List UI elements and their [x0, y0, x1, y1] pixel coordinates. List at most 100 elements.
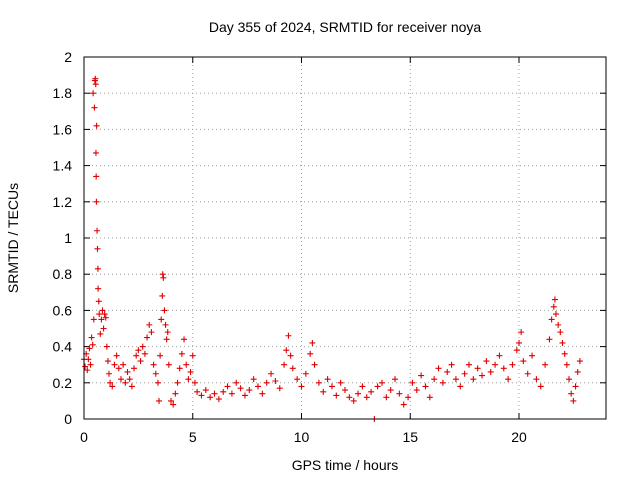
data-point	[93, 173, 100, 180]
data-point	[283, 347, 290, 354]
data-point	[281, 361, 288, 368]
y-axis-label: SRMTID / TECUs	[5, 183, 21, 293]
data-point	[202, 387, 209, 394]
data-point	[139, 343, 146, 350]
data-point	[101, 311, 108, 318]
y-tick-label: 0	[64, 411, 72, 427]
data-point	[95, 298, 102, 305]
data-point	[103, 343, 110, 350]
data-point	[181, 336, 188, 343]
y-tick-label: 1	[64, 230, 72, 246]
data-point	[246, 387, 253, 394]
data-point	[87, 361, 94, 368]
data-point	[542, 361, 549, 368]
data-point	[392, 376, 399, 383]
y-tick-label: 0.4	[53, 339, 73, 355]
y-tick-label: 2	[64, 49, 72, 65]
data-point	[309, 339, 316, 346]
data-point	[159, 292, 166, 299]
data-point	[570, 397, 577, 404]
data-point	[89, 341, 96, 348]
data-point	[158, 316, 165, 323]
data-point	[387, 387, 394, 394]
data-point	[418, 372, 425, 379]
data-point	[363, 394, 370, 401]
data-point	[302, 370, 309, 377]
y-tick-label: 1.6	[53, 121, 73, 137]
data-point	[161, 307, 168, 314]
data-point	[93, 198, 100, 205]
data-point	[378, 379, 385, 386]
data-point	[337, 379, 344, 386]
data-point	[228, 390, 235, 397]
data-point	[94, 245, 101, 252]
data-point	[94, 227, 101, 234]
data-point	[465, 361, 472, 368]
data-point	[311, 361, 318, 368]
data-point	[198, 392, 205, 399]
data-point	[157, 352, 164, 359]
y-tick-label: 1.8	[53, 85, 73, 101]
grid	[84, 57, 606, 419]
plot-frame	[83, 56, 607, 420]
data-point	[285, 332, 292, 339]
data-point	[92, 75, 99, 82]
data-point	[91, 104, 98, 111]
data-point	[557, 329, 564, 336]
data-point	[537, 383, 544, 390]
data-point	[165, 361, 172, 368]
data-point	[185, 376, 192, 383]
data-point	[128, 383, 135, 390]
data-point	[518, 329, 525, 336]
data-point	[148, 329, 155, 336]
data-point	[117, 376, 124, 383]
data-point	[405, 394, 412, 401]
y-tick-label: 1.4	[53, 158, 73, 174]
data-point	[124, 368, 131, 375]
data-point	[162, 321, 169, 328]
data-point	[272, 377, 279, 384]
data-point	[224, 383, 231, 390]
data-point	[154, 379, 161, 386]
data-point	[563, 361, 570, 368]
data-point	[298, 383, 305, 390]
data-point	[191, 379, 198, 386]
data-point	[409, 379, 416, 386]
data-point	[342, 387, 348, 394]
data-point	[176, 365, 183, 372]
x-tick-label: 20	[511, 429, 527, 445]
data-point	[160, 274, 167, 281]
data-point	[90, 316, 97, 323]
data-point	[400, 401, 407, 408]
data-point	[568, 390, 575, 397]
data-point	[120, 361, 127, 368]
data-point	[220, 388, 227, 395]
y-tick-labels: 0 0.2 0.4 0.6 0.8 1 1.2 1.4 1.6 1.8 2	[53, 49, 73, 427]
data-point	[315, 379, 322, 386]
data-point	[96, 311, 103, 318]
data-point	[328, 383, 335, 390]
x-tick-label: 15	[402, 429, 418, 445]
x-tick-label: 10	[294, 429, 310, 445]
data-point	[82, 363, 89, 370]
data-point	[333, 392, 340, 399]
y-tick-label: 1.2	[53, 194, 73, 210]
data-point	[250, 376, 257, 383]
data-point	[552, 311, 559, 318]
y-tick-label: 0.6	[53, 302, 73, 318]
data-point	[137, 358, 144, 365]
data-point	[320, 388, 327, 395]
data-point	[85, 356, 92, 363]
data-point	[533, 376, 540, 383]
data-point	[572, 383, 579, 390]
data-point	[237, 385, 244, 392]
data-point	[566, 376, 573, 383]
data-point	[422, 383, 429, 390]
data-point	[529, 352, 536, 359]
data-point	[259, 390, 266, 397]
data-point	[164, 329, 171, 336]
data-point	[174, 379, 181, 386]
data-point	[287, 352, 294, 359]
data-point	[516, 339, 522, 346]
